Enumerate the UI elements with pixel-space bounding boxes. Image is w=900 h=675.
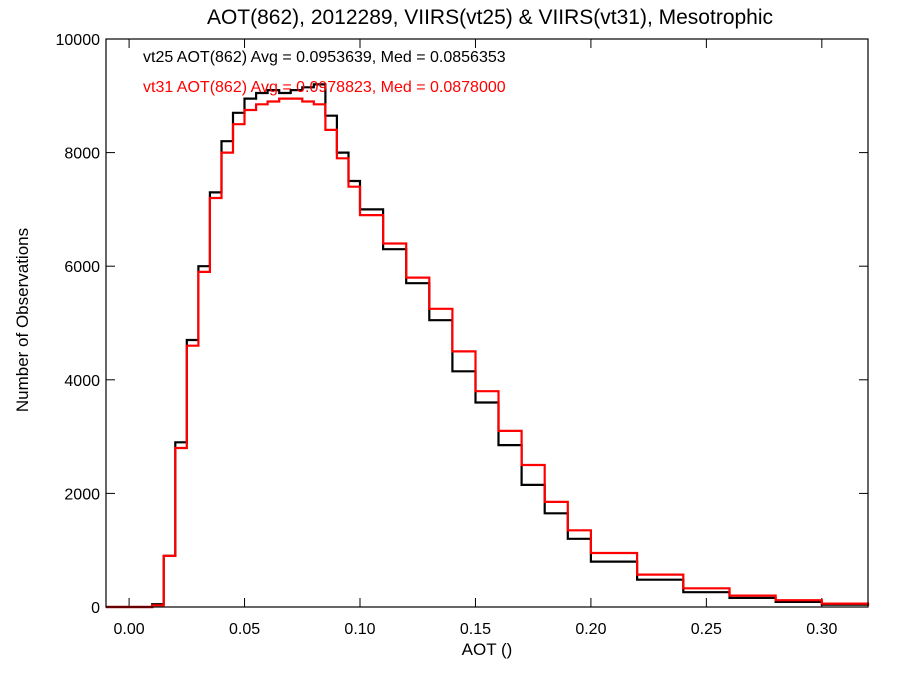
x-tick-label-5: 0.25 [691,621,722,638]
x-tick-label-3: 0.15 [460,621,491,638]
series-vt25-line [106,83,870,609]
series-layer [106,83,870,609]
axis-ticks: 0.00 0.05 0.10 0.15 0.20 0.25 0.30 0 2000 4000 600… [56,32,868,638]
legend-vt25: vt25 AOT(862) Avg = 0.0953639, Med = 0.0… [143,49,506,66]
x-tick-label-0: 0.00 [114,621,145,638]
x-tick-label-2: 0.10 [344,621,375,638]
x-axis-label: AOT () [462,640,513,659]
y-tick-label-1: 2000 [64,486,100,503]
y-tick-label-5: 10000 [56,32,101,49]
x-tick-label-6: 0.30 [806,621,837,638]
x-tick-label-1: 0.05 [229,621,260,638]
plot-frame [105,38,869,608]
y-tick-label-4: 8000 [64,146,100,163]
chart-title: AOT(862), 2012289, VIIRS(vt25) & VIIRS(v… [207,6,773,29]
x-tick-label-4: 0.20 [575,621,606,638]
legend-vt31: vt31 AOT(862) Avg = 0.0978823, Med = 0.0… [143,79,506,96]
y-tick-label-3: 6000 [64,259,100,276]
series-vt31-line [106,97,870,609]
y-tick-label-0: 0 [91,600,100,617]
y-tick-label-2: 4000 [64,373,100,390]
y-axis-label: Number of Observations [13,228,32,412]
